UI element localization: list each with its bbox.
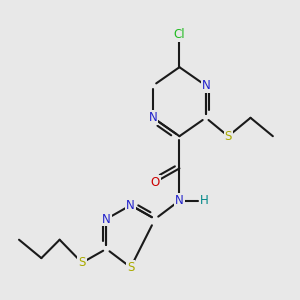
Text: Cl: Cl	[174, 28, 185, 41]
Text: S: S	[224, 130, 232, 143]
Text: N: N	[202, 79, 210, 92]
Text: S: S	[78, 256, 86, 269]
Text: N: N	[149, 111, 158, 124]
Text: O: O	[151, 176, 160, 189]
Text: N: N	[175, 194, 184, 207]
Text: H: H	[200, 194, 208, 207]
Text: S: S	[127, 261, 134, 274]
Text: N: N	[126, 199, 135, 212]
Text: N: N	[102, 212, 111, 226]
